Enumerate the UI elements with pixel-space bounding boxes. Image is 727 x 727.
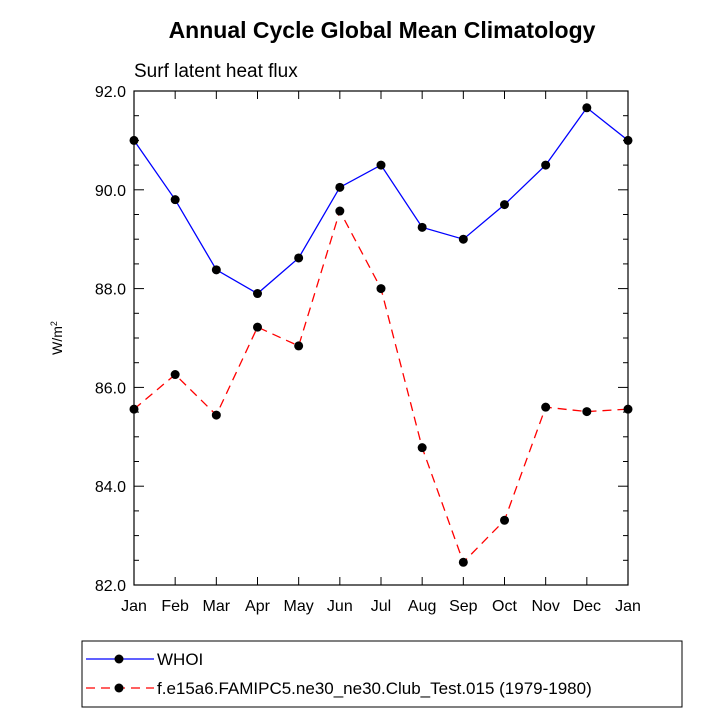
y-axis-label-superscript: 2 <box>49 321 59 326</box>
chart-title: Annual Cycle Global Mean Climatology <box>169 17 596 43</box>
data-point <box>129 135 139 145</box>
data-point <box>211 410 221 420</box>
x-tick-label: Mar <box>203 598 231 615</box>
data-point <box>253 289 262 299</box>
data-point <box>582 407 592 417</box>
data-point <box>623 404 633 414</box>
data-point <box>376 160 386 170</box>
y-tick-label: 82.0 <box>95 578 126 595</box>
data-point <box>541 160 551 170</box>
svg-text:W/m2: W/m2 <box>49 321 65 355</box>
series-line <box>133 209 629 564</box>
legend-label: WHOI <box>157 650 203 669</box>
series-1 <box>129 103 633 299</box>
y-tick-label: 86.0 <box>95 380 126 397</box>
legend-marker <box>114 683 124 693</box>
y-tick-label: 92.0 <box>95 84 126 101</box>
x-tick-label: May <box>284 598 314 615</box>
data-point <box>582 103 592 113</box>
legend: WHOI f.e15a6.FAMIPC5.ne30_ne30.Club_Test.… <box>81 640 683 708</box>
data-point <box>170 195 180 205</box>
series-2 <box>129 206 633 567</box>
x-tick-label: Jan <box>615 598 641 615</box>
data-point <box>417 443 427 453</box>
x-tick-label: Aug <box>408 598 436 615</box>
data-point <box>500 200 509 210</box>
y-tick-label: 88.0 <box>95 282 126 299</box>
data-point <box>335 182 345 192</box>
data-point <box>129 404 139 414</box>
data-point <box>335 206 345 216</box>
axes: Jan Feb Mar Apr May Jun Jul Aug Sep Oct Nov Dec Jan 8… <box>95 84 641 615</box>
chart-subtitle: Surf latent heat flux <box>134 61 298 82</box>
data-point <box>458 557 468 567</box>
data-point <box>294 253 304 263</box>
x-tick-label: Feb <box>161 598 189 615</box>
x-tick-label: Apr <box>245 598 271 615</box>
x-tick-label: Jan <box>121 598 147 615</box>
y-tick-label: 84.0 <box>95 479 126 496</box>
series-line <box>133 106 629 295</box>
x-tick-label: Oct <box>492 598 517 615</box>
data-point <box>623 135 633 145</box>
y-axis-label-base: W/m <box>49 326 65 355</box>
data-point <box>376 284 386 294</box>
data-point <box>253 322 262 332</box>
data-point <box>417 222 427 232</box>
data-point <box>170 370 180 380</box>
y-tick-label: 90.0 <box>95 183 126 200</box>
x-tick-label: Dec <box>573 598 601 615</box>
data-point <box>294 341 304 351</box>
data-point <box>541 402 551 412</box>
legend-box <box>81 640 683 708</box>
y-axis-label: W/m2 <box>49 321 65 355</box>
x-tick-label: Jul <box>371 598 391 615</box>
x-tick-label: Sep <box>449 598 478 615</box>
legend-label: f.e15a6.FAMIPC5.ne30_ne30.Club_Test.015 … <box>157 679 592 698</box>
x-tick-label: Nov <box>531 598 559 615</box>
legend-marker <box>114 654 124 664</box>
data-point <box>211 265 221 275</box>
x-tick-label: Jun <box>327 598 353 615</box>
data-point <box>458 234 468 244</box>
series-layer <box>129 103 633 567</box>
data-point <box>500 515 509 525</box>
